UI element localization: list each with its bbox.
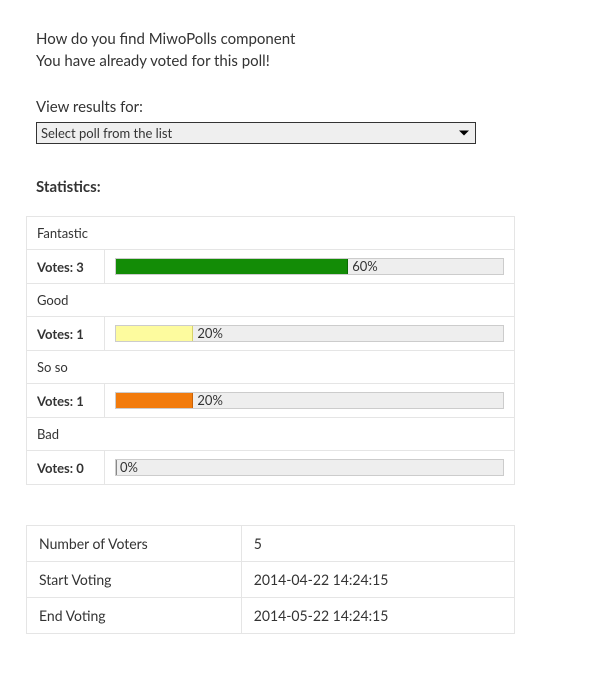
bar-fill bbox=[116, 393, 193, 408]
bar-track: 60% bbox=[115, 258, 504, 275]
option-label: Good bbox=[27, 284, 515, 317]
bar-track: 0% bbox=[115, 459, 504, 476]
meta-value: 5 bbox=[241, 526, 514, 562]
poll-select-value: Select poll from the list bbox=[37, 123, 475, 143]
percent-label: 20% bbox=[197, 392, 223, 408]
votes-count: Votes: 1 bbox=[27, 317, 105, 351]
poll-select[interactable]: Select poll from the list bbox=[36, 122, 476, 144]
votes-count: Votes: 0 bbox=[27, 451, 105, 485]
bar-cell: 60% bbox=[105, 250, 515, 284]
view-results-label: View results for: bbox=[36, 98, 557, 116]
meta-label: Number of Voters bbox=[27, 526, 242, 562]
statistics-heading: Statistics: bbox=[36, 178, 557, 196]
percent-label: 0% bbox=[120, 459, 138, 475]
bar-fill bbox=[116, 259, 348, 274]
meta-value: 2014-05-22 14:24:15 bbox=[241, 598, 514, 634]
meta-label: Start Voting bbox=[27, 562, 242, 598]
meta-label: End Voting bbox=[27, 598, 242, 634]
voted-message: You have already voted for this poll! bbox=[36, 52, 557, 70]
option-label: So so bbox=[27, 351, 515, 384]
chevron-down-icon bbox=[459, 131, 469, 136]
votes-count: Votes: 3 bbox=[27, 250, 105, 284]
bar-fill bbox=[116, 326, 193, 341]
poll-title: How do you find MiwoPolls component bbox=[36, 30, 557, 48]
option-label: Fantastic bbox=[27, 217, 515, 250]
bar-cell: 0% bbox=[105, 451, 515, 485]
bar-fill bbox=[116, 460, 117, 475]
bar-cell: 20% bbox=[105, 384, 515, 418]
bar-cell: 20% bbox=[105, 317, 515, 351]
meta-table: Number of Voters5Start Voting2014-04-22 … bbox=[26, 525, 515, 634]
votes-count: Votes: 1 bbox=[27, 384, 105, 418]
bar-track: 20% bbox=[115, 325, 504, 342]
percent-label: 60% bbox=[352, 258, 378, 274]
meta-value: 2014-04-22 14:24:15 bbox=[241, 562, 514, 598]
results-table: FantasticVotes: 360%GoodVotes: 120%So so… bbox=[26, 216, 515, 485]
bar-track: 20% bbox=[115, 392, 504, 409]
option-label: Bad bbox=[27, 418, 515, 451]
percent-label: 20% bbox=[197, 325, 223, 341]
